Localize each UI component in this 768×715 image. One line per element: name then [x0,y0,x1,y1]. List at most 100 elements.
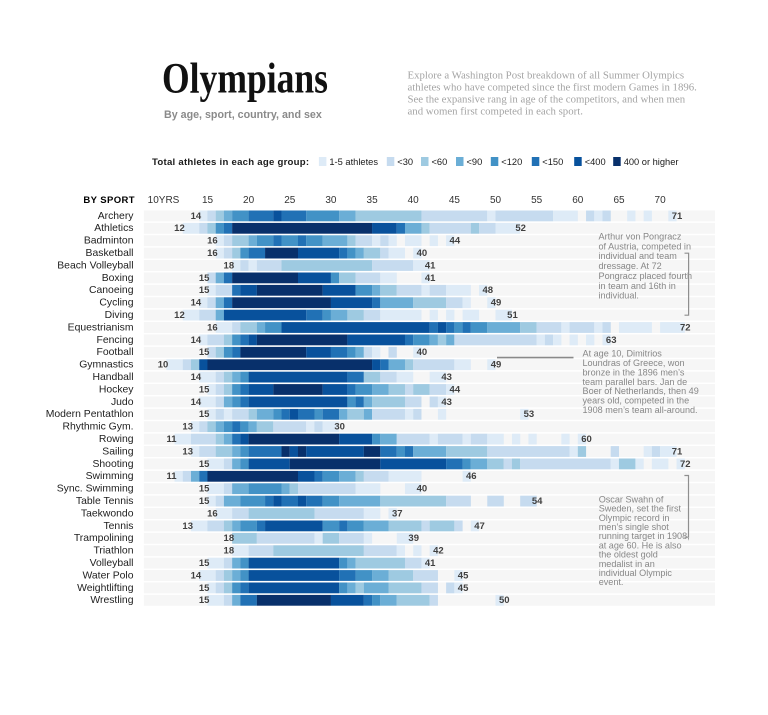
svg-text:athletes who have competed sin: athletes who have competed since the fir… [408,81,697,93]
svg-text:Equestrianism: Equestrianism [68,322,134,333]
svg-text:<60: <60 [432,157,448,167]
svg-text:<150: <150 [542,157,563,167]
svg-text:13: 13 [182,521,193,532]
svg-text:35: 35 [367,195,379,206]
svg-text:14: 14 [191,397,202,408]
svg-text:Tennis: Tennis [103,521,133,532]
svg-text:20: 20 [243,195,255,206]
svg-text:45: 45 [458,570,469,581]
svg-text:71: 71 [672,446,683,457]
svg-text:15: 15 [199,459,210,470]
svg-text:Judo: Judo [111,397,134,408]
svg-text:in team and 16th in: in team and 16th in [599,281,676,291]
svg-text:30: 30 [334,422,345,433]
svg-text:Beach Volleyball: Beach Volleyball [57,260,133,271]
svg-text:Basketball: Basketball [86,248,134,259]
svg-text:13: 13 [182,422,193,433]
svg-text:40: 40 [417,347,428,358]
svg-text:Oscar Swahn of: Oscar Swahn of [599,494,664,504]
svg-text:Wrestling: Wrestling [90,595,133,606]
svg-text:bronze in the 1896 men’s: bronze in the 1896 men’s [583,367,685,377]
svg-text:Triathlon: Triathlon [93,546,133,557]
svg-text:12: 12 [174,223,185,234]
svg-text:years old, competed in the: years old, competed in the [583,395,690,405]
svg-text:15: 15 [199,558,210,569]
svg-text:team parallel bars. Jan de: team parallel bars. Jan de [583,377,688,387]
svg-text:43: 43 [441,397,452,408]
svg-text:See the expansive rang in age: See the expansive rang in age of the com… [408,93,686,105]
svg-text:running target in 1908,: running target in 1908, [599,531,690,541]
svg-text:Taekwondo: Taekwondo [81,508,134,519]
svg-text:18: 18 [224,260,235,271]
svg-text:Water Polo: Water Polo [82,570,133,581]
svg-text:Boer of Netherlands, then 49: Boer of Netherlands, then 49 [583,386,699,396]
svg-text:Badminton: Badminton [84,236,134,247]
svg-text:14: 14 [191,570,202,581]
svg-text:60: 60 [572,195,584,206]
svg-text:14: 14 [191,335,202,346]
svg-text:14: 14 [191,211,202,222]
svg-text:50: 50 [490,195,502,206]
svg-text:Table Tennis: Table Tennis [76,496,134,507]
svg-text:15: 15 [199,583,210,594]
svg-text:1908 men’s team all-around.: 1908 men’s team all-around. [583,405,698,415]
svg-text:71: 71 [672,211,683,222]
svg-text:Modern Pentathlon: Modern Pentathlon [46,409,134,420]
svg-text:medalist in an: medalist in an [599,559,655,569]
svg-text:40: 40 [408,195,420,206]
svg-text:54: 54 [532,496,543,507]
svg-text:<120: <120 [501,157,522,167]
svg-text:Trampolining: Trampolining [74,533,134,544]
svg-text:Volleyball: Volleyball [90,558,134,569]
svg-text:15: 15 [202,195,214,206]
svg-text:15: 15 [199,285,210,296]
svg-text:Archery: Archery [98,211,135,222]
svg-text:14: 14 [191,372,202,383]
svg-text:15: 15 [199,496,210,507]
svg-text:46: 46 [466,471,477,482]
svg-text:<90: <90 [467,157,483,167]
svg-text:Olympians: Olympians [162,56,328,103]
svg-text:55: 55 [531,195,543,206]
svg-text:15: 15 [199,595,210,606]
svg-text:Rowing: Rowing [99,434,134,445]
svg-text:Fencing: Fencing [97,335,134,346]
svg-text:Pongracz placed fourth: Pongracz placed fourth [599,271,693,281]
svg-text:50: 50 [499,595,510,606]
svg-text:12: 12 [174,310,185,321]
svg-text:51: 51 [507,310,518,321]
svg-text:37: 37 [392,508,403,519]
svg-text:event.: event. [599,577,624,587]
svg-text:18: 18 [224,533,235,544]
svg-text:40: 40 [417,484,428,495]
svg-text:Cycling: Cycling [99,298,133,309]
svg-text:15: 15 [199,273,210,284]
svg-text:Hockey: Hockey [99,384,134,395]
svg-text:11: 11 [166,471,177,482]
svg-text:Athletics: Athletics [94,223,133,234]
svg-text:the oldest gold: the oldest gold [599,550,658,560]
svg-text:men’s single shot: men’s single shot [599,522,670,532]
svg-text:16: 16 [207,248,218,259]
svg-text:Sync. Swimming: Sync. Swimming [57,484,134,495]
svg-text:13: 13 [182,446,193,457]
svg-text:1-5 athletes: 1-5 athletes [329,157,378,167]
svg-text:<30: <30 [397,157,413,167]
svg-text:16: 16 [207,322,218,333]
svg-text:70: 70 [655,195,667,206]
svg-text:40: 40 [417,248,428,259]
svg-text:41: 41 [425,260,436,271]
svg-text:Explore a Washington Post brea: Explore a Washington Post breakdown of a… [408,69,685,81]
svg-text:Olympic record in: Olympic record in [599,513,670,523]
svg-text:Swimming: Swimming [86,471,134,482]
svg-text:BY SPORT: BY SPORT [83,195,135,206]
svg-text:Sailing: Sailing [102,446,133,457]
svg-text:18: 18 [224,546,235,557]
svg-text:41: 41 [425,273,436,284]
svg-text:30: 30 [325,195,337,206]
svg-text:Arthur von Pongracz: Arthur von Pongracz [599,232,682,242]
svg-text:15: 15 [199,409,210,420]
svg-text:10YRS: 10YRS [148,195,180,206]
svg-text:45: 45 [458,583,469,594]
svg-text:dressage. At 72: dressage. At 72 [599,261,662,271]
